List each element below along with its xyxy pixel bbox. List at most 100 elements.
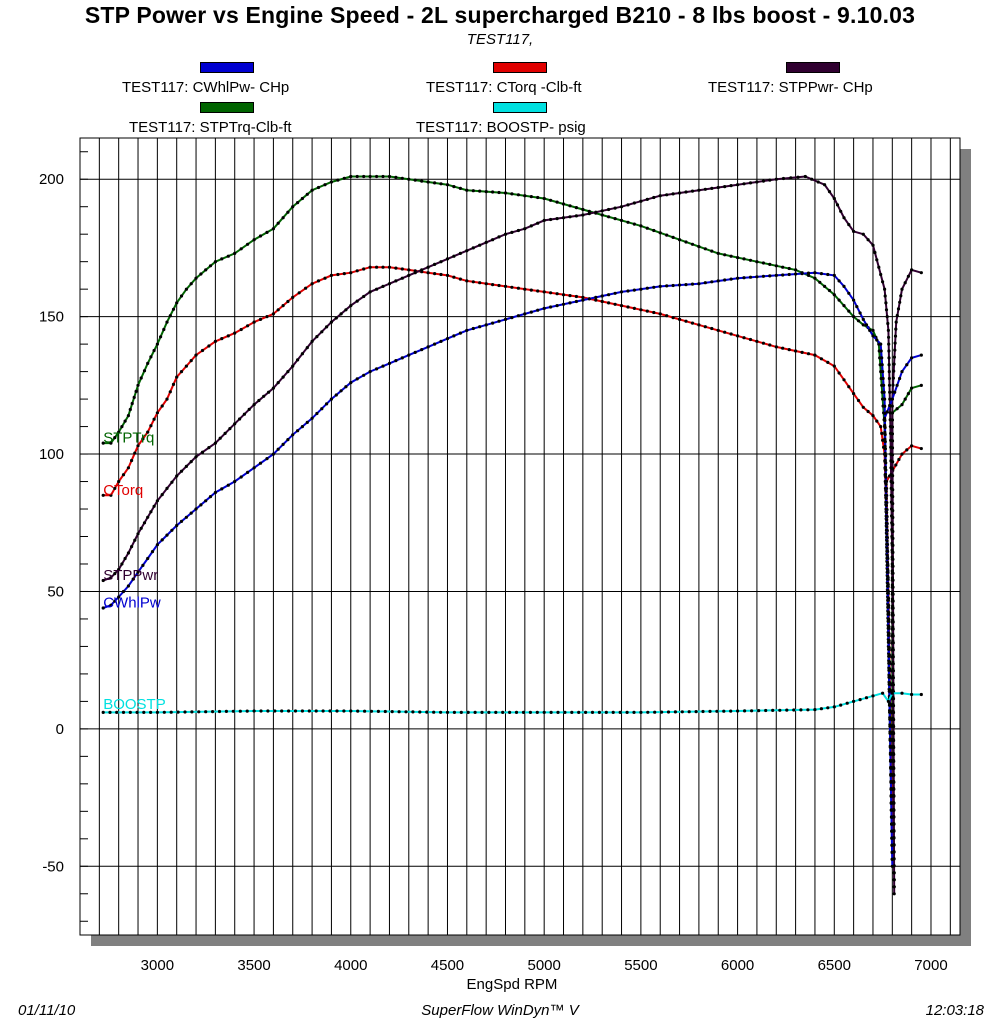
data-point xyxy=(910,692,914,697)
series-cwhlpw xyxy=(101,271,923,868)
y-tick-label: 50 xyxy=(47,583,64,600)
data-point xyxy=(257,398,261,403)
data-point xyxy=(362,294,366,299)
data-point xyxy=(226,254,230,258)
data-point xyxy=(325,325,329,329)
data-point xyxy=(503,284,508,288)
series-boostp xyxy=(101,691,923,715)
data-point xyxy=(484,240,488,244)
data-point xyxy=(884,479,888,483)
data-point xyxy=(864,696,869,700)
data-point xyxy=(471,280,475,284)
data-point xyxy=(890,418,895,422)
data-point xyxy=(281,442,285,446)
data-point xyxy=(169,710,173,714)
data-point xyxy=(561,293,566,297)
data-point xyxy=(886,596,890,600)
data-point xyxy=(452,334,456,338)
data-point xyxy=(884,454,888,458)
data-point xyxy=(516,193,521,197)
data-point xyxy=(889,815,894,819)
data-point xyxy=(258,461,263,465)
data-point xyxy=(886,598,890,602)
data-point xyxy=(141,563,145,568)
data-point xyxy=(890,453,895,457)
data-point xyxy=(484,282,488,286)
y-tick-label: 200 xyxy=(39,171,64,188)
data-point xyxy=(381,284,385,288)
data-point xyxy=(883,444,887,448)
data-point xyxy=(368,174,372,179)
data-point xyxy=(761,274,766,278)
data-point xyxy=(426,180,430,184)
data-point xyxy=(613,206,617,210)
data-point xyxy=(847,309,851,313)
data-point xyxy=(813,708,817,712)
data-point xyxy=(600,299,604,304)
data-point xyxy=(919,692,923,697)
data-point xyxy=(852,298,856,302)
data-point xyxy=(619,205,624,209)
data-point xyxy=(890,411,895,415)
data-point xyxy=(420,268,424,272)
data-point xyxy=(893,334,898,338)
data-point xyxy=(888,759,893,763)
data-point xyxy=(276,381,280,385)
data-point xyxy=(891,627,895,631)
data-point xyxy=(413,271,417,275)
data-point xyxy=(837,298,841,302)
data-point xyxy=(581,295,585,299)
data-point xyxy=(130,458,134,463)
data-point xyxy=(839,209,843,213)
data-point xyxy=(827,288,832,293)
data-point xyxy=(794,268,798,272)
data-point xyxy=(220,337,224,341)
data-point xyxy=(307,709,311,713)
data-point xyxy=(349,381,353,385)
data-point xyxy=(155,710,159,715)
data-point xyxy=(697,323,701,327)
data-point xyxy=(320,407,324,411)
data-point xyxy=(653,710,657,714)
data-point xyxy=(658,284,662,288)
data-point xyxy=(159,335,163,339)
data-point xyxy=(684,190,688,194)
data-point xyxy=(887,376,892,381)
data-point xyxy=(150,550,155,554)
data-point xyxy=(420,348,424,352)
data-point xyxy=(342,272,346,276)
data-point xyxy=(314,709,318,713)
data-point xyxy=(885,570,889,574)
data-point xyxy=(465,188,469,192)
data-point xyxy=(200,450,205,454)
data-point xyxy=(796,175,800,179)
data-point xyxy=(315,335,319,339)
data-point xyxy=(291,295,295,299)
data-point xyxy=(883,437,887,441)
data-point xyxy=(387,265,392,269)
data-point xyxy=(625,710,629,715)
data-point xyxy=(888,724,892,728)
data-point xyxy=(131,577,135,581)
data-point xyxy=(536,289,540,293)
data-point xyxy=(861,323,865,327)
data-point xyxy=(521,710,526,715)
data-point xyxy=(536,308,540,312)
data-point xyxy=(458,277,462,281)
data-point xyxy=(128,710,132,715)
data-point xyxy=(864,323,869,327)
data-point xyxy=(165,397,169,401)
data-point xyxy=(774,177,778,181)
data-point xyxy=(882,383,886,387)
legend-label-stppwr: TEST117: STPPwr- CHp xyxy=(708,79,873,96)
data-point xyxy=(120,425,124,429)
data-point xyxy=(684,319,688,323)
data-point xyxy=(170,528,174,532)
data-point xyxy=(523,227,527,231)
data-point xyxy=(891,697,896,701)
data-point xyxy=(226,334,230,338)
series-group xyxy=(101,174,923,896)
data-point xyxy=(407,177,411,181)
data-point xyxy=(646,710,650,714)
data-point xyxy=(555,200,559,204)
